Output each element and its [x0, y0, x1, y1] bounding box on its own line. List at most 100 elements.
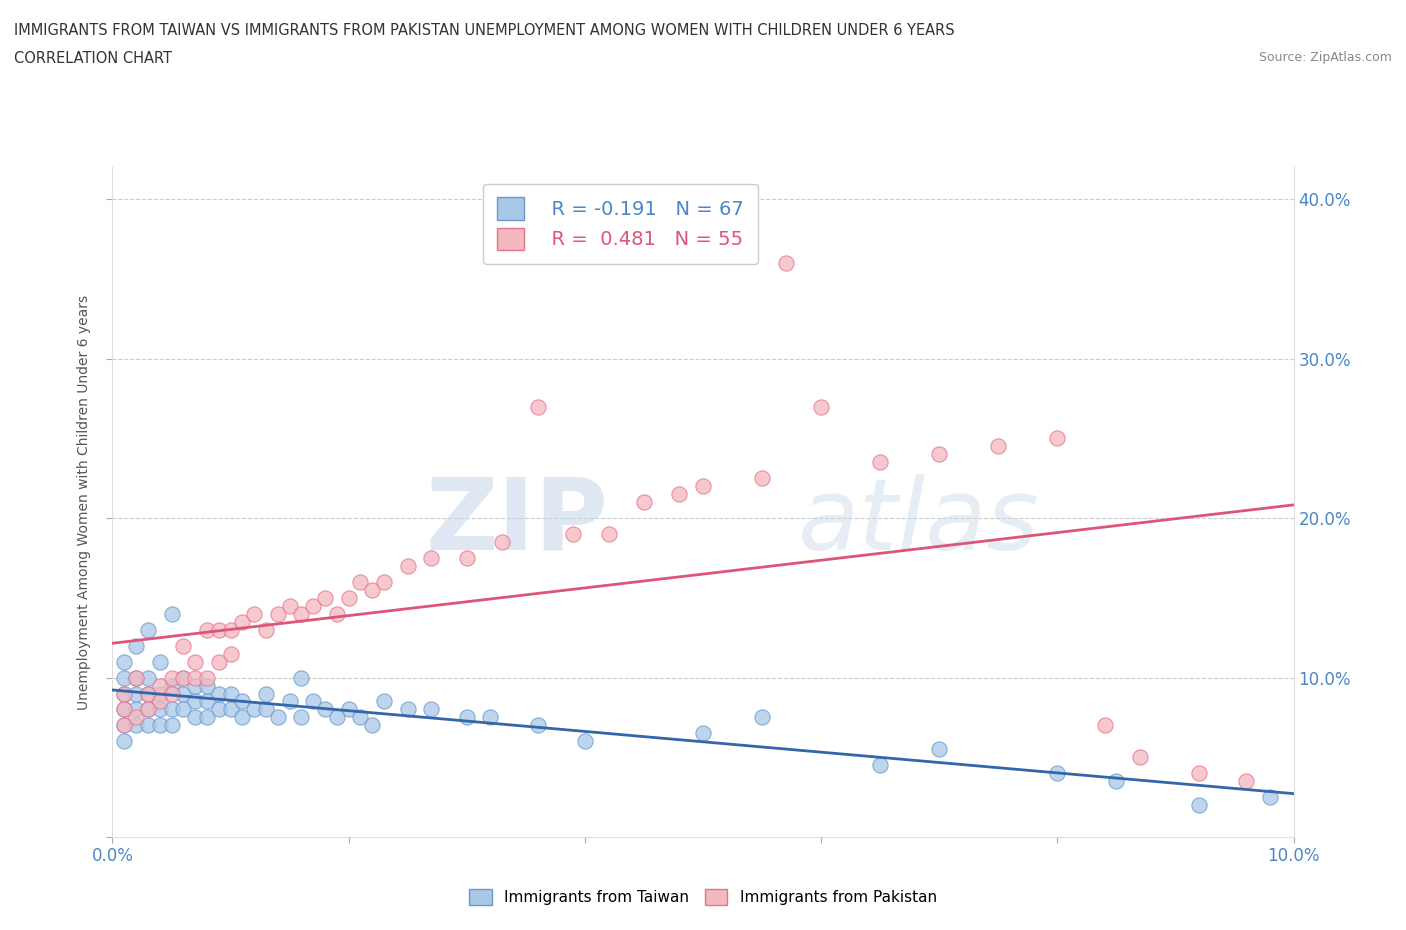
Point — [1105, 774, 1128, 789]
Point — [243, 702, 266, 717]
Point — [136, 686, 159, 701]
Point — [751, 471, 773, 485]
Point — [1129, 750, 1152, 764]
Point — [184, 710, 207, 724]
Point — [278, 598, 301, 613]
Point — [208, 654, 231, 669]
Point — [302, 598, 325, 613]
Point — [692, 726, 714, 741]
Point — [361, 582, 384, 597]
Point — [184, 678, 207, 693]
Point — [254, 622, 277, 637]
Point — [219, 646, 242, 661]
Point — [420, 702, 443, 717]
Legend: Immigrants from Taiwan, Immigrants from Pakistan: Immigrants from Taiwan, Immigrants from … — [461, 882, 945, 913]
Point — [267, 606, 290, 621]
Point — [302, 694, 325, 709]
Point — [1046, 431, 1069, 445]
Point — [267, 710, 290, 724]
Point — [149, 686, 172, 701]
Point — [1188, 798, 1211, 813]
Point — [928, 742, 950, 757]
Point — [231, 710, 253, 724]
Point — [136, 686, 159, 701]
Point — [219, 702, 242, 717]
Point — [149, 694, 172, 709]
Point — [231, 615, 253, 630]
Text: CORRELATION CHART: CORRELATION CHART — [14, 51, 172, 66]
Point — [208, 622, 231, 637]
Point — [692, 479, 714, 494]
Point — [1094, 718, 1116, 733]
Point — [869, 455, 891, 470]
Point — [125, 710, 148, 724]
Point — [290, 671, 312, 685]
Point — [1046, 765, 1069, 780]
Text: ZIP: ZIP — [426, 473, 609, 571]
Point — [112, 718, 135, 733]
Point — [125, 638, 148, 653]
Point — [526, 399, 548, 414]
Point — [810, 399, 832, 414]
Point — [149, 702, 172, 717]
Point — [112, 702, 135, 717]
Point — [112, 686, 135, 701]
Point — [219, 622, 242, 637]
Point — [219, 686, 242, 701]
Point — [195, 678, 218, 693]
Point — [125, 686, 148, 701]
Point — [195, 710, 218, 724]
Point — [149, 654, 172, 669]
Point — [1258, 790, 1281, 804]
Point — [337, 591, 360, 605]
Text: Source: ZipAtlas.com: Source: ZipAtlas.com — [1258, 51, 1392, 64]
Point — [361, 718, 384, 733]
Point — [160, 718, 183, 733]
Point — [574, 734, 596, 749]
Point — [125, 718, 148, 733]
Point — [479, 710, 502, 724]
Point — [125, 702, 148, 717]
Text: atlas: atlas — [797, 473, 1039, 571]
Point — [149, 718, 172, 733]
Point — [869, 758, 891, 773]
Point — [775, 256, 797, 271]
Point — [208, 686, 231, 701]
Point — [326, 710, 349, 724]
Point — [598, 526, 620, 541]
Legend:   R = -0.191   N = 67,   R =  0.481   N = 55: R = -0.191 N = 67, R = 0.481 N = 55 — [482, 184, 758, 264]
Point — [136, 718, 159, 733]
Point — [290, 710, 312, 724]
Point — [231, 694, 253, 709]
Point — [491, 535, 513, 550]
Point — [160, 686, 183, 701]
Point — [349, 710, 371, 724]
Point — [456, 551, 478, 565]
Point — [172, 638, 194, 653]
Point — [373, 575, 395, 590]
Point — [243, 606, 266, 621]
Point — [172, 671, 194, 685]
Point — [112, 702, 135, 717]
Point — [254, 686, 277, 701]
Point — [112, 718, 135, 733]
Point — [290, 606, 312, 621]
Point — [172, 686, 194, 701]
Point — [420, 551, 443, 565]
Point — [195, 694, 218, 709]
Point — [184, 671, 207, 685]
Point — [314, 702, 336, 717]
Point — [373, 694, 395, 709]
Point — [396, 702, 419, 717]
Point — [136, 671, 159, 685]
Point — [125, 671, 148, 685]
Point — [172, 671, 194, 685]
Point — [349, 575, 371, 590]
Point — [208, 702, 231, 717]
Point — [172, 702, 194, 717]
Point — [456, 710, 478, 724]
Text: IMMIGRANTS FROM TAIWAN VS IMMIGRANTS FROM PAKISTAN UNEMPLOYMENT AMONG WOMEN WITH: IMMIGRANTS FROM TAIWAN VS IMMIGRANTS FRO… — [14, 23, 955, 38]
Point — [160, 671, 183, 685]
Point — [751, 710, 773, 724]
Point — [136, 702, 159, 717]
